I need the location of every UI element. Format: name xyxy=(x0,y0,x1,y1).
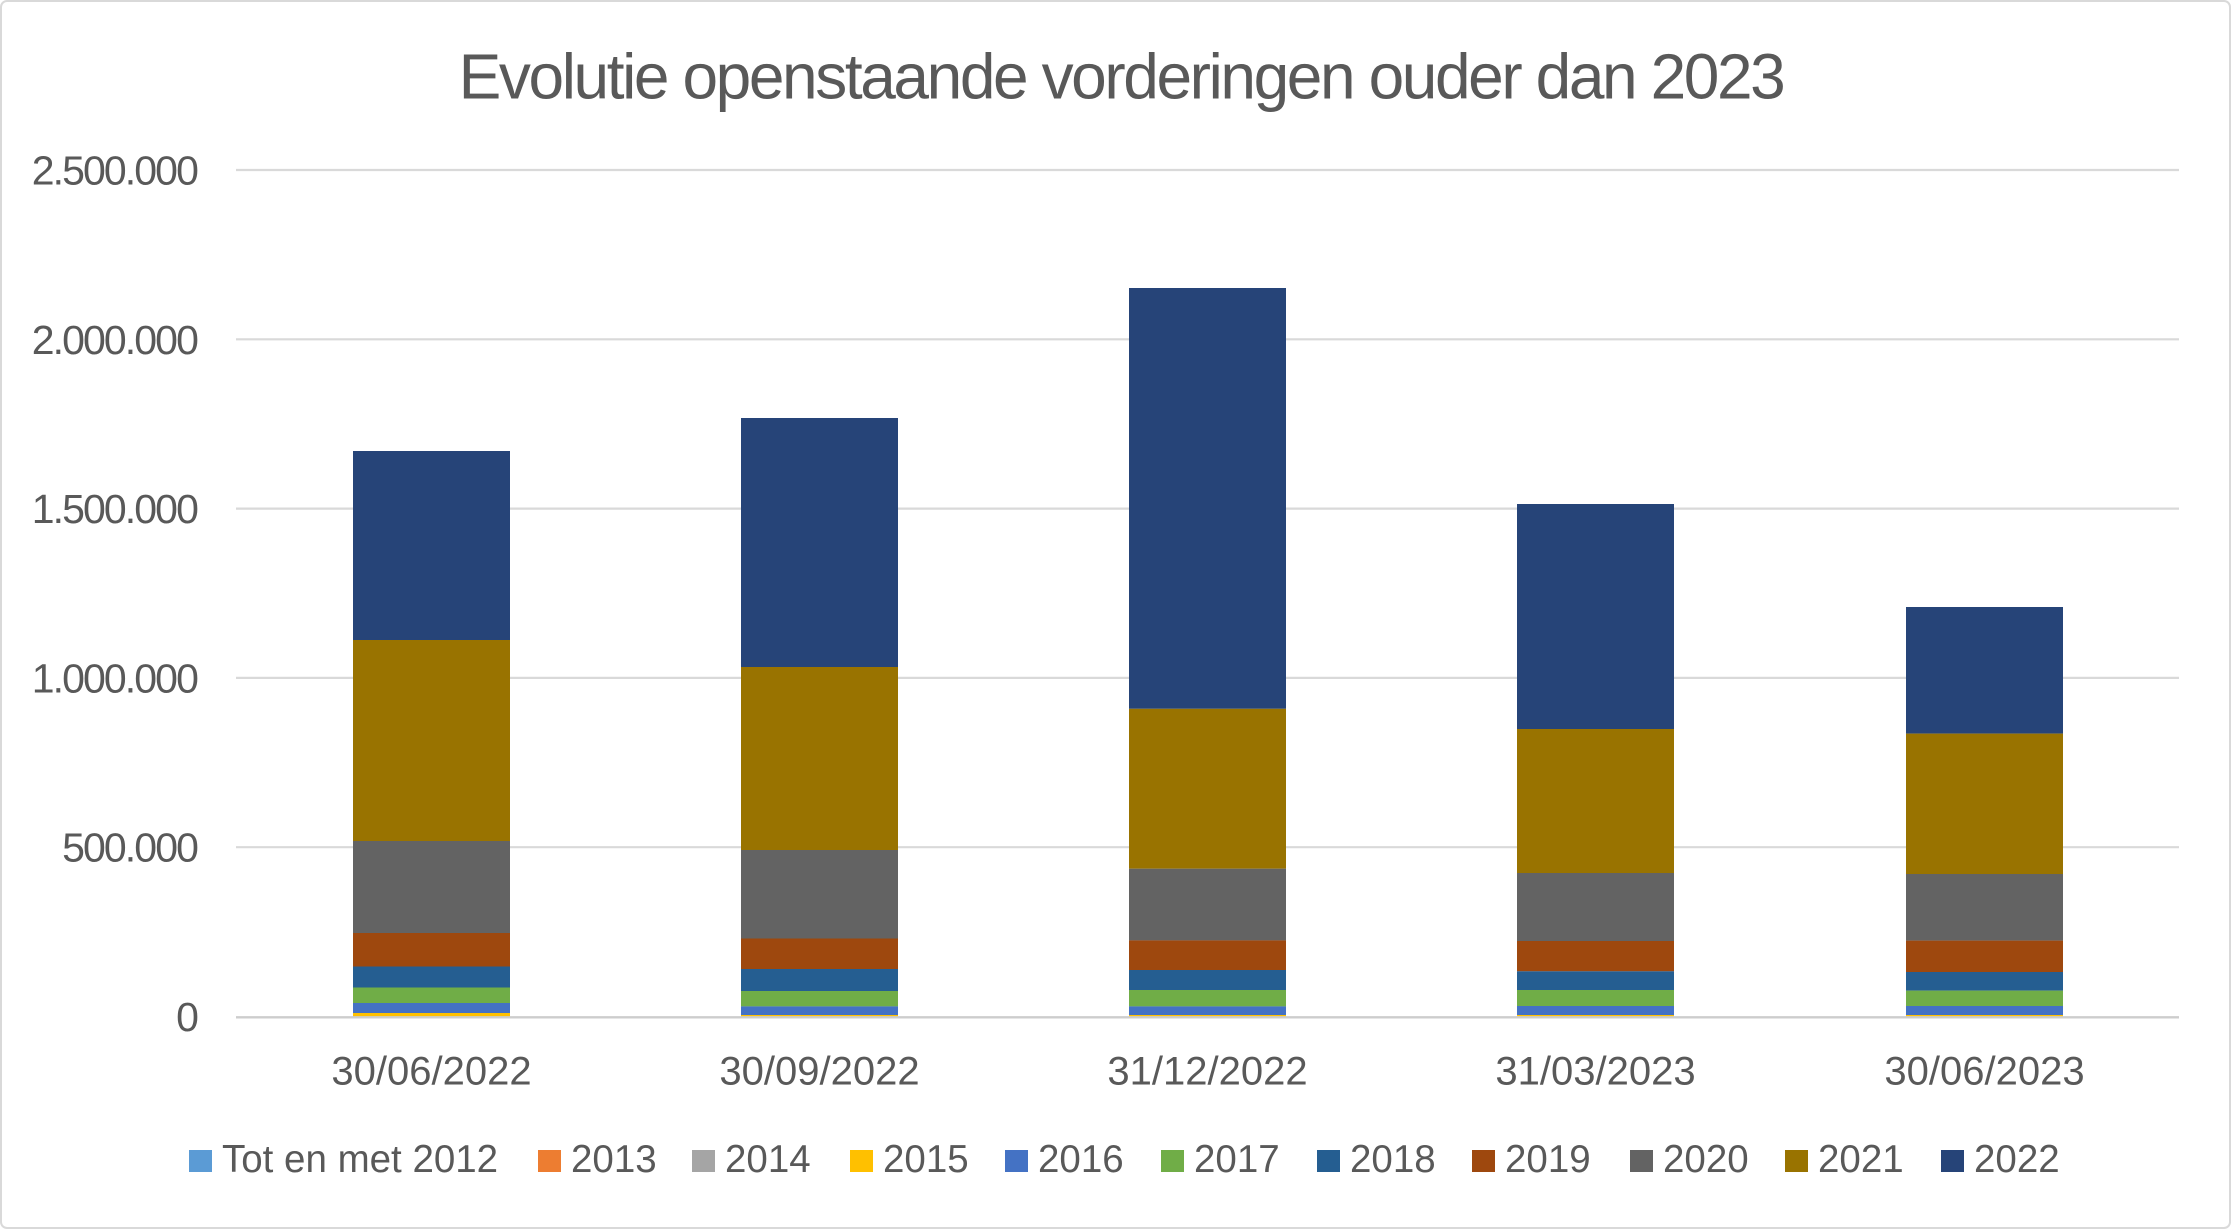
svg-text:2015: 2015 xyxy=(883,1138,969,1181)
svg-text:31/12/2022: 31/12/2022 xyxy=(1107,1049,1307,1093)
svg-text:30/09/2022: 30/09/2022 xyxy=(719,1049,919,1093)
svg-text:2.000.000: 2.000.000 xyxy=(32,317,198,363)
svg-text:2021: 2021 xyxy=(1818,1138,1904,1181)
svg-text:2020: 2020 xyxy=(1663,1138,1749,1181)
svg-text:0: 0 xyxy=(176,994,198,1040)
svg-text:2017: 2017 xyxy=(1194,1138,1280,1181)
svg-text:2.500.000: 2.500.000 xyxy=(32,148,198,194)
svg-text:2022: 2022 xyxy=(1974,1138,2060,1181)
svg-text:2014: 2014 xyxy=(725,1138,811,1181)
svg-text:31/03/2023: 31/03/2023 xyxy=(1495,1049,1695,1093)
svg-text:30/06/2022: 30/06/2022 xyxy=(331,1049,531,1093)
svg-text:2013: 2013 xyxy=(571,1138,657,1181)
svg-text:Tot en met 2012: Tot en met 2012 xyxy=(222,1138,498,1181)
svg-text:2016: 2016 xyxy=(1038,1138,1124,1181)
svg-text:1.000.000: 1.000.000 xyxy=(32,655,198,701)
svg-text:30/06/2023: 30/06/2023 xyxy=(1884,1049,2084,1093)
svg-text:1.500.000: 1.500.000 xyxy=(32,486,198,532)
svg-text:2018: 2018 xyxy=(1350,1138,1436,1181)
svg-text:500.000: 500.000 xyxy=(62,825,198,871)
svg-text:Evolutie openstaande vordering: Evolutie openstaande vorderingen ouder d… xyxy=(459,41,1784,113)
svg-text:2019: 2019 xyxy=(1505,1138,1591,1181)
